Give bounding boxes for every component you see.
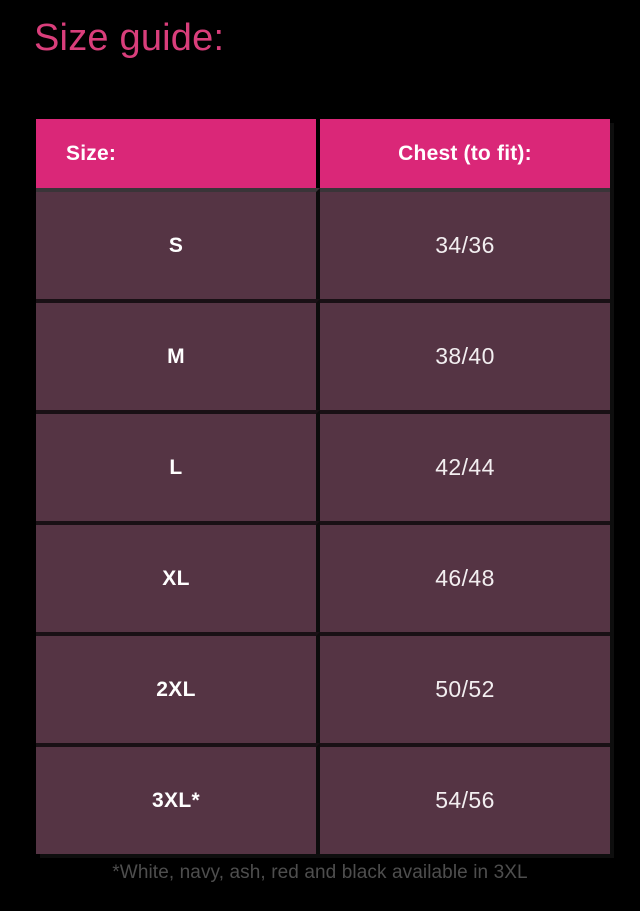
table-row: M 38/40	[36, 299, 610, 410]
table-row: XL 46/48	[36, 521, 610, 632]
footnote-text: *White, navy, ash, red and black availab…	[112, 862, 528, 883]
size-guide-table: Size: Chest (to fit): S 34/36 M 38/40 L …	[36, 119, 610, 854]
cell-size: 2XL	[36, 632, 320, 743]
cell-size: XL	[36, 521, 320, 632]
cell-size: M	[36, 299, 320, 410]
table-header: Size: Chest (to fit):	[36, 119, 610, 188]
cell-chest: 38/40	[320, 299, 610, 410]
cell-chest: 54/56	[320, 743, 610, 854]
table-row: 3XL* 54/56	[36, 743, 610, 854]
cell-size: S	[36, 188, 320, 299]
table-row: S 34/36	[36, 188, 610, 299]
size-guide-table-container: Size: Chest (to fit): S 34/36 M 38/40 L …	[36, 119, 610, 854]
header-row: Size: Chest (to fit):	[36, 119, 610, 188]
table-body: S 34/36 M 38/40 L 42/44 XL 46/48 2XL 5	[36, 188, 610, 854]
cell-chest: 34/36	[320, 188, 610, 299]
cell-chest: 50/52	[320, 632, 610, 743]
cell-chest: 42/44	[320, 410, 610, 521]
column-header-chest: Chest (to fit):	[320, 119, 610, 188]
cell-size: 3XL*	[36, 743, 320, 854]
page-title: Size guide:	[34, 17, 225, 59]
cell-chest: 46/48	[320, 521, 610, 632]
table-row: L 42/44	[36, 410, 610, 521]
table-row: 2XL 50/52	[36, 632, 610, 743]
cell-size: L	[36, 410, 320, 521]
column-header-size: Size:	[36, 119, 320, 188]
